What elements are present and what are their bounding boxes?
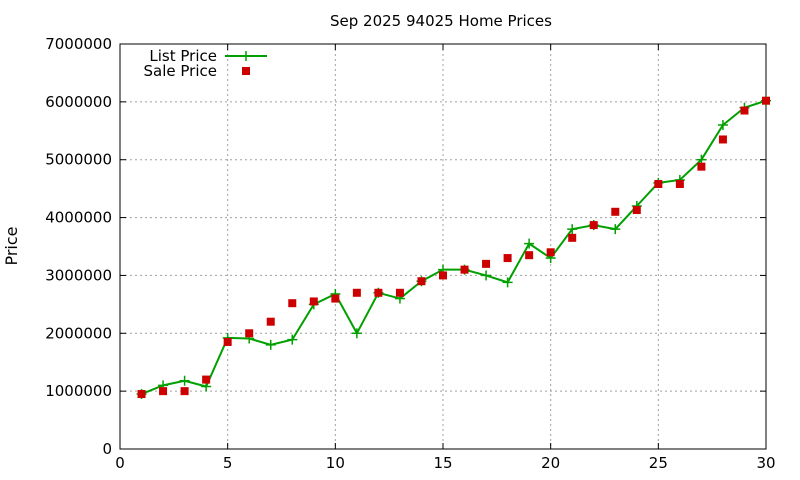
sale-price-point xyxy=(439,271,447,280)
y-tick-label: 0 xyxy=(102,440,112,458)
sale-price-point xyxy=(697,162,706,171)
sale-price-point xyxy=(482,259,491,268)
sale-price-point xyxy=(417,277,426,286)
sale-price-point xyxy=(331,294,340,303)
list-price-point xyxy=(179,375,190,386)
x-tick-label: 0 xyxy=(115,454,125,472)
sale-price-point xyxy=(266,317,275,326)
sale-price-point xyxy=(546,248,555,257)
sale-price-point xyxy=(159,387,168,396)
x-tick-label: 5 xyxy=(223,454,233,472)
list-price-point xyxy=(502,277,513,288)
list-price-point xyxy=(265,339,276,350)
list-price-point xyxy=(610,224,621,235)
x-tick-label: 10 xyxy=(326,454,345,472)
y-tick-label: 6000000 xyxy=(45,93,112,111)
sale-price-point xyxy=(503,254,512,263)
list-price-point xyxy=(567,224,578,235)
legend-cross-list-price xyxy=(241,51,251,61)
sale-price-point xyxy=(718,135,727,144)
list-price-line xyxy=(141,99,767,395)
legend-label-sale-price: Sale Price xyxy=(144,62,217,80)
grid-lines xyxy=(120,44,766,449)
sale-price-point xyxy=(740,106,749,115)
legend-square-sale-price xyxy=(242,67,250,75)
y-tick-label: 7000000 xyxy=(45,35,112,53)
list-price-point xyxy=(287,334,298,345)
sale-price-point xyxy=(395,288,404,297)
x-tick-label: 25 xyxy=(649,454,668,472)
legend: List Price Sale Price xyxy=(144,47,267,80)
legend-marker-sale-price xyxy=(242,67,250,75)
sale-price-point xyxy=(589,221,598,230)
list-price-point xyxy=(717,120,728,130)
sale-price-point xyxy=(374,288,383,297)
y-axis-label: Price xyxy=(2,226,21,265)
sale-price-point xyxy=(309,297,318,306)
y-tick-label: 2000000 xyxy=(45,324,112,342)
series-layer xyxy=(136,95,771,400)
y-tick-label: 1000000 xyxy=(45,382,112,400)
axis-ticks: 0 1000000 2000000 3000000 4000000 5000000 6000… xyxy=(45,35,775,472)
sale-price-point xyxy=(180,387,189,396)
chart-title: Sep 2025 94025 Home Prices xyxy=(330,12,552,30)
sale-price-point xyxy=(632,206,641,215)
list-price-point xyxy=(481,270,492,281)
sale-price-point xyxy=(202,375,211,384)
sale-price-point xyxy=(223,337,232,346)
y-tick-label: 4000000 xyxy=(45,209,112,227)
sale-price-point xyxy=(568,233,577,242)
sale-price-point xyxy=(245,329,254,338)
sale-price-point xyxy=(654,180,663,189)
sale-price-point xyxy=(137,390,146,399)
sale-price-point xyxy=(611,207,620,216)
list-price-point xyxy=(524,238,535,249)
plot-frame xyxy=(119,43,767,450)
legend-marker-list-price xyxy=(225,51,267,61)
legend-label-list-price: List Price xyxy=(149,47,217,65)
y-tick-label: 5000000 xyxy=(45,151,112,169)
x-tick-label: 20 xyxy=(541,454,560,472)
x-tick-label: 15 xyxy=(433,454,452,472)
sale-price-point xyxy=(675,180,684,189)
sale-price-point xyxy=(762,96,770,105)
x-tick-label: 30 xyxy=(756,454,775,472)
sale-price-point xyxy=(288,299,297,308)
sale-price-point xyxy=(525,251,534,260)
y-tick-label: 3000000 xyxy=(45,266,112,284)
sale-price-point xyxy=(352,288,361,297)
list-price-point xyxy=(351,328,362,339)
sale-price-point xyxy=(460,265,469,274)
